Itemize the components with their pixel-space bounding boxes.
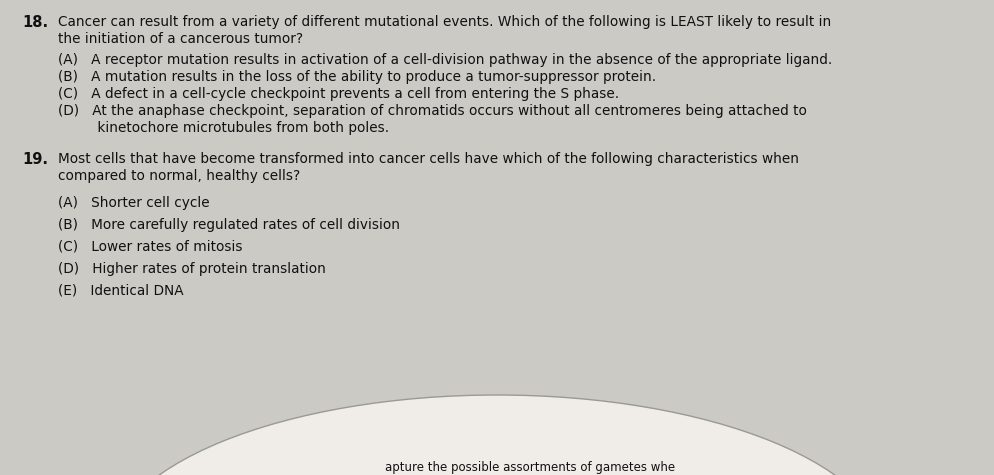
Text: (A)   Shorter cell cycle: (A) Shorter cell cycle	[58, 196, 210, 210]
Text: (E)   Identical DNA: (E) Identical DNA	[58, 284, 184, 298]
Text: the initiation of a cancerous tumor?: the initiation of a cancerous tumor?	[58, 32, 303, 46]
Text: (C)   Lower rates of mitosis: (C) Lower rates of mitosis	[58, 240, 243, 254]
Text: (D)   Higher rates of protein translation: (D) Higher rates of protein translation	[58, 262, 326, 276]
Text: (B)   More carefully regulated rates of cell division: (B) More carefully regulated rates of ce…	[58, 218, 400, 232]
Text: compared to normal, healthy cells?: compared to normal, healthy cells?	[58, 169, 300, 183]
Text: Cancer can result from a variety of different mutational events. Which of the fo: Cancer can result from a variety of diff…	[58, 15, 830, 29]
Ellipse shape	[107, 395, 886, 475]
Text: (C)   A defect in a cell-cycle checkpoint prevents a cell from entering the S ph: (C) A defect in a cell-cycle checkpoint …	[58, 87, 618, 101]
Text: 19.: 19.	[22, 152, 48, 167]
Text: apture the possible assortments of gametes whe: apture the possible assortments of gamet…	[385, 460, 674, 474]
Text: (B)   A mutation results in the loss of the ability to produce a tumor-suppresso: (B) A mutation results in the loss of th…	[58, 70, 655, 84]
Text: kinetochore microtubules from both poles.: kinetochore microtubules from both poles…	[58, 121, 389, 135]
Text: Most cells that have become transformed into cancer cells have which of the foll: Most cells that have become transformed …	[58, 152, 798, 166]
Text: 18.: 18.	[22, 15, 48, 30]
Text: (A)   A receptor mutation results in activation of a cell-division pathway in th: (A) A receptor mutation results in activ…	[58, 53, 831, 67]
Text: (D)   At the anaphase checkpoint, separation of chromatids occurs without all ce: (D) At the anaphase checkpoint, separati…	[58, 104, 806, 118]
